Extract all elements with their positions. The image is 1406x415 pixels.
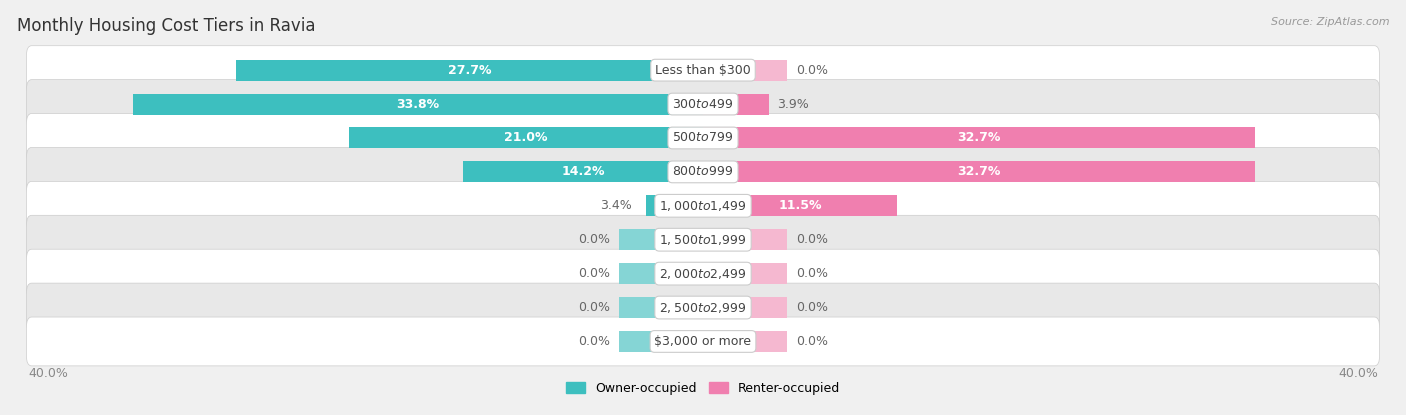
Text: 40.0%: 40.0% — [28, 367, 67, 380]
Text: $2,000 to $2,499: $2,000 to $2,499 — [659, 266, 747, 281]
Text: Less than $300: Less than $300 — [655, 63, 751, 77]
Bar — [236, 60, 703, 81]
Text: 0.0%: 0.0% — [796, 335, 828, 348]
Text: 11.5%: 11.5% — [779, 199, 821, 212]
Text: 21.0%: 21.0% — [505, 132, 547, 144]
Bar — [703, 331, 787, 352]
Text: 0.0%: 0.0% — [796, 233, 828, 246]
Bar — [703, 60, 787, 81]
Text: 32.7%: 32.7% — [957, 166, 1001, 178]
Bar — [349, 127, 703, 149]
Text: 0.0%: 0.0% — [796, 63, 828, 77]
Text: $500 to $799: $500 to $799 — [672, 132, 734, 144]
Bar — [132, 93, 703, 115]
Text: 32.7%: 32.7% — [957, 132, 1001, 144]
FancyBboxPatch shape — [27, 147, 1379, 196]
Text: Monthly Housing Cost Tiers in Ravia: Monthly Housing Cost Tiers in Ravia — [17, 17, 315, 34]
Text: 0.0%: 0.0% — [578, 233, 610, 246]
Bar — [703, 93, 769, 115]
Text: 14.2%: 14.2% — [561, 166, 605, 178]
Text: 0.0%: 0.0% — [578, 335, 610, 348]
Text: 0.0%: 0.0% — [796, 301, 828, 314]
Bar — [703, 195, 897, 216]
FancyBboxPatch shape — [27, 114, 1379, 162]
Text: $800 to $999: $800 to $999 — [672, 166, 734, 178]
Text: Source: ZipAtlas.com: Source: ZipAtlas.com — [1271, 17, 1389, 27]
FancyBboxPatch shape — [27, 249, 1379, 298]
Text: 3.9%: 3.9% — [778, 98, 808, 110]
Legend: Owner-occupied, Renter-occupied: Owner-occupied, Renter-occupied — [561, 377, 845, 400]
Text: $1,500 to $1,999: $1,500 to $1,999 — [659, 233, 747, 247]
Bar — [619, 263, 703, 284]
Text: $1,000 to $1,499: $1,000 to $1,499 — [659, 199, 747, 213]
Bar — [703, 229, 787, 250]
Text: 33.8%: 33.8% — [396, 98, 440, 110]
Bar — [619, 331, 703, 352]
Bar — [464, 161, 703, 183]
FancyBboxPatch shape — [27, 46, 1379, 95]
FancyBboxPatch shape — [27, 80, 1379, 129]
FancyBboxPatch shape — [27, 317, 1379, 366]
Bar — [703, 263, 787, 284]
Text: $3,000 or more: $3,000 or more — [655, 335, 751, 348]
FancyBboxPatch shape — [27, 215, 1379, 264]
Bar — [703, 127, 1254, 149]
Bar — [619, 297, 703, 318]
Text: 0.0%: 0.0% — [796, 267, 828, 280]
Text: 40.0%: 40.0% — [1339, 367, 1378, 380]
Text: 3.4%: 3.4% — [600, 199, 633, 212]
Text: 27.7%: 27.7% — [447, 63, 491, 77]
FancyBboxPatch shape — [27, 181, 1379, 230]
Text: 0.0%: 0.0% — [578, 267, 610, 280]
Text: $300 to $499: $300 to $499 — [672, 98, 734, 110]
Bar — [703, 161, 1254, 183]
Text: $2,500 to $2,999: $2,500 to $2,999 — [659, 300, 747, 315]
FancyBboxPatch shape — [27, 283, 1379, 332]
Bar — [645, 195, 703, 216]
Bar — [619, 229, 703, 250]
Bar — [703, 297, 787, 318]
Text: 0.0%: 0.0% — [578, 301, 610, 314]
